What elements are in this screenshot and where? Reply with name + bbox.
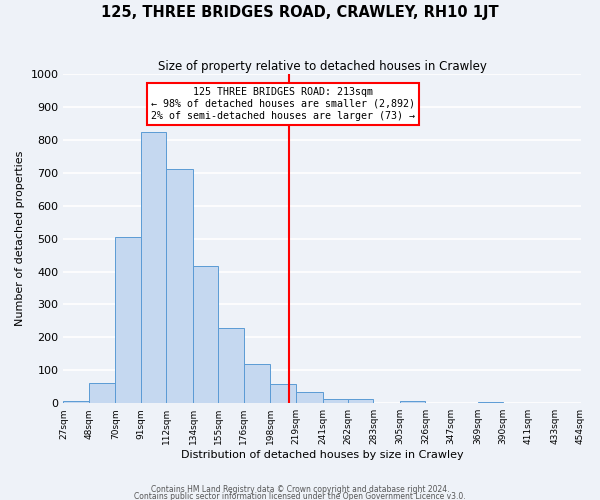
Bar xyxy=(271,384,296,403)
Bar xyxy=(400,400,425,403)
Text: 125 THREE BRIDGES ROAD: 213sqm
← 98% of detached houses are smaller (2,892)
2% o: 125 THREE BRIDGES ROAD: 213sqm ← 98% of … xyxy=(151,88,415,120)
Bar xyxy=(244,364,271,403)
Bar xyxy=(218,328,244,403)
Bar xyxy=(296,392,323,403)
Text: Contains HM Land Registry data © Crown copyright and database right 2024.: Contains HM Land Registry data © Crown c… xyxy=(151,486,449,494)
Bar xyxy=(193,266,218,403)
Bar xyxy=(141,132,166,403)
Title: Size of property relative to detached houses in Crawley: Size of property relative to detached ho… xyxy=(158,60,487,73)
Y-axis label: Number of detached properties: Number of detached properties xyxy=(15,151,25,326)
X-axis label: Distribution of detached houses by size in Crawley: Distribution of detached houses by size … xyxy=(181,450,463,460)
Text: 125, THREE BRIDGES ROAD, CRAWLEY, RH10 1JT: 125, THREE BRIDGES ROAD, CRAWLEY, RH10 1… xyxy=(101,5,499,20)
Bar xyxy=(166,168,193,403)
Bar xyxy=(89,384,115,403)
Bar xyxy=(115,237,141,403)
Bar xyxy=(348,400,373,403)
Bar xyxy=(323,400,348,403)
Bar xyxy=(64,400,89,403)
Text: Contains public sector information licensed under the Open Government Licence v3: Contains public sector information licen… xyxy=(134,492,466,500)
Bar xyxy=(478,402,503,403)
